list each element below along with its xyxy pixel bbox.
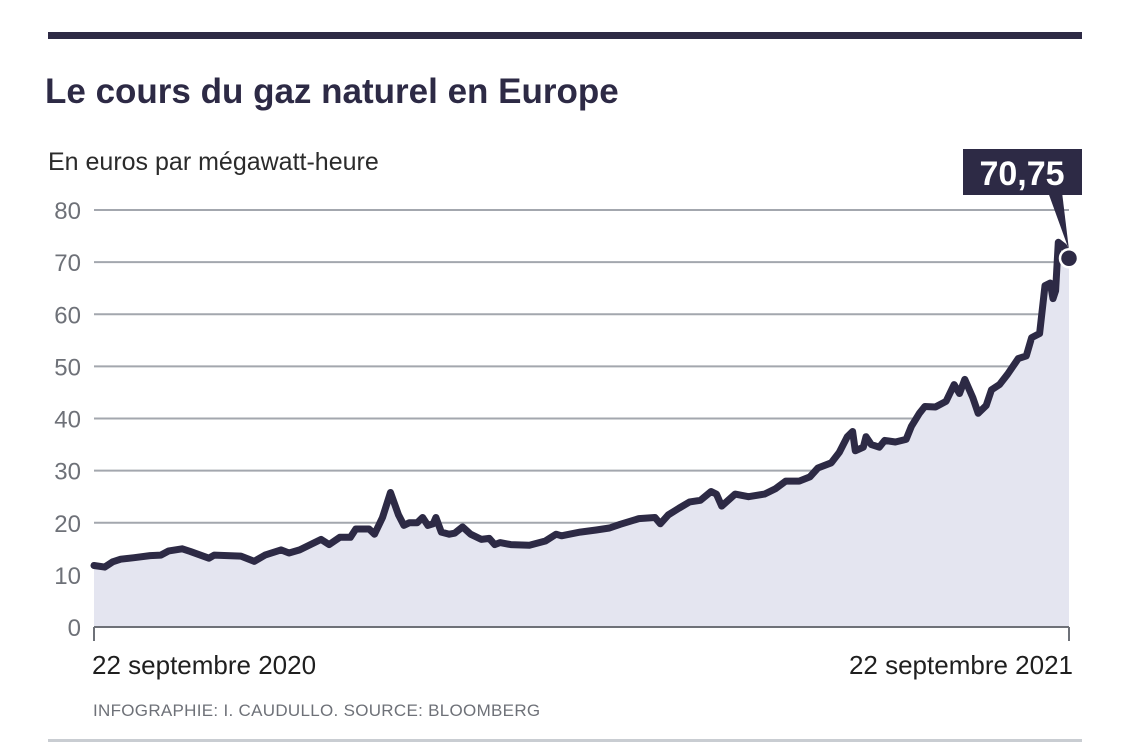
- y-tick-label: 60: [54, 302, 81, 329]
- bottom-rule: [48, 739, 1082, 742]
- price-line: [90, 238, 1073, 571]
- last-value-label: 70,75: [979, 155, 1064, 193]
- chart-title: Le cours du gaz naturel en Europe: [45, 72, 619, 111]
- y-tick-label: 30: [54, 459, 81, 486]
- callout-pointer: [1048, 192, 1069, 250]
- y-tick-label: 50: [54, 354, 81, 381]
- y-tick-labels: 0 10 20 30 40 50 60 70 80: [54, 198, 81, 642]
- x-tick-label-end: 22 septembre 2021: [849, 650, 1073, 680]
- top-rule: [48, 32, 1082, 39]
- gridlines: [94, 209, 1069, 576]
- y-tick-label: 0: [68, 615, 81, 642]
- y-tick-label: 80: [54, 198, 81, 225]
- source-credit: INFOGRAPHIE: I. CAUDULLO. SOURCE: BLOOMB…: [93, 701, 540, 720]
- x-tick-label-start: 22 septembre 2020: [92, 650, 316, 680]
- last-value-dot: [1058, 247, 1080, 269]
- y-tick-label: 70: [54, 250, 81, 277]
- y-tick-label: 10: [54, 563, 81, 590]
- callout-box: [963, 149, 1082, 195]
- y-tick-label: 20: [54, 511, 81, 538]
- y-axis-label: En euros par mégawatt-heure: [48, 148, 379, 176]
- area-fill: [94, 242, 1069, 628]
- y-tick-label: 40: [54, 407, 81, 434]
